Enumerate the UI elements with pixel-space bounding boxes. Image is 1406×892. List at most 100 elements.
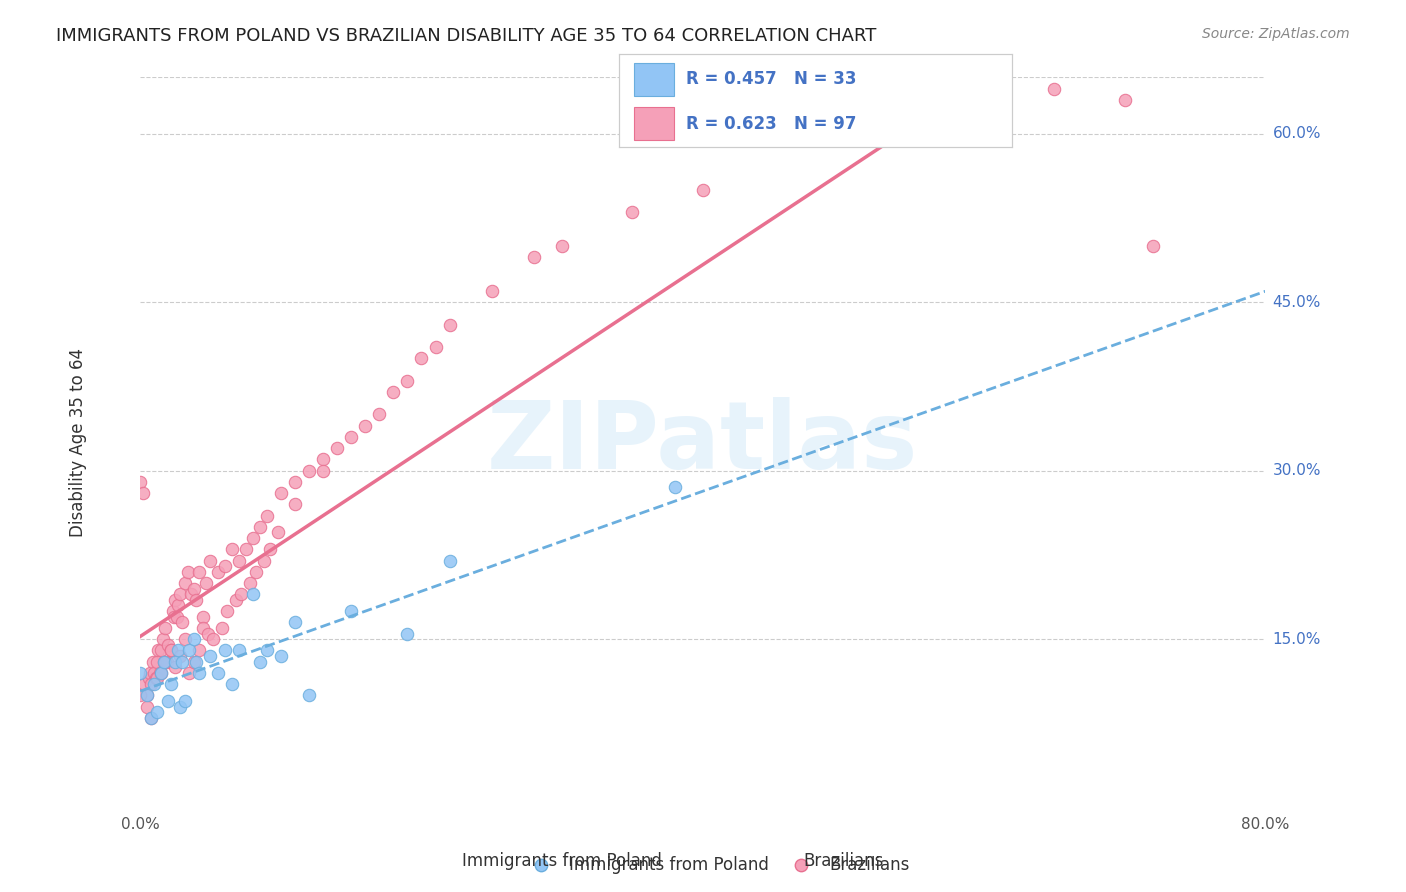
Point bbox=[143, 665, 166, 680]
Point bbox=[129, 475, 152, 489]
Point bbox=[284, 475, 307, 489]
Point bbox=[150, 665, 173, 680]
Point bbox=[186, 655, 208, 669]
Point bbox=[1114, 93, 1136, 107]
Point bbox=[256, 643, 278, 657]
Point bbox=[259, 542, 281, 557]
FancyBboxPatch shape bbox=[634, 62, 673, 95]
Point bbox=[138, 672, 160, 686]
Point bbox=[145, 672, 167, 686]
Text: Brazilians: Brazilians bbox=[803, 852, 884, 870]
Point bbox=[160, 643, 183, 657]
Point bbox=[193, 609, 215, 624]
Point bbox=[146, 655, 169, 669]
Point bbox=[214, 559, 236, 574]
Point bbox=[155, 621, 177, 635]
Point bbox=[217, 604, 239, 618]
Point bbox=[312, 452, 335, 467]
Point bbox=[179, 665, 201, 680]
Point bbox=[221, 542, 243, 557]
Point bbox=[136, 699, 159, 714]
Point bbox=[253, 553, 276, 567]
Point bbox=[340, 604, 363, 618]
Point bbox=[523, 250, 546, 264]
Point bbox=[200, 553, 222, 567]
Text: IMMIGRANTS FROM POLAND VS BRAZILIAN DISABILITY AGE 35 TO 64 CORRELATION CHART: IMMIGRANTS FROM POLAND VS BRAZILIAN DISA… bbox=[56, 27, 876, 45]
Point bbox=[148, 643, 170, 657]
Point bbox=[692, 183, 714, 197]
Point bbox=[228, 553, 250, 567]
Point bbox=[228, 643, 250, 657]
Point bbox=[221, 677, 243, 691]
Point bbox=[832, 127, 855, 141]
Point bbox=[239, 576, 262, 591]
Point bbox=[298, 464, 321, 478]
Point bbox=[165, 660, 187, 674]
Point bbox=[270, 486, 292, 500]
Point bbox=[174, 632, 197, 647]
Point bbox=[425, 340, 447, 354]
Point bbox=[621, 205, 644, 219]
Point bbox=[664, 481, 686, 495]
Point bbox=[157, 694, 180, 708]
Point bbox=[150, 643, 173, 657]
Point bbox=[129, 665, 152, 680]
Point bbox=[163, 609, 186, 624]
Point bbox=[245, 565, 267, 579]
Point bbox=[903, 104, 925, 119]
Point bbox=[141, 677, 163, 691]
Point bbox=[183, 655, 205, 669]
Point bbox=[973, 93, 995, 107]
Point bbox=[195, 576, 218, 591]
Point bbox=[207, 565, 229, 579]
Point bbox=[142, 655, 165, 669]
Point bbox=[1043, 81, 1066, 95]
Point bbox=[143, 677, 166, 691]
Text: Disability Age 35 to 64: Disability Age 35 to 64 bbox=[69, 348, 87, 537]
Point bbox=[139, 665, 162, 680]
Point bbox=[326, 441, 349, 455]
Point bbox=[152, 632, 174, 647]
Point bbox=[156, 655, 179, 669]
Point bbox=[270, 648, 292, 663]
Point bbox=[249, 520, 271, 534]
Point bbox=[235, 542, 257, 557]
FancyBboxPatch shape bbox=[634, 107, 673, 140]
Text: R = 0.623   N = 97: R = 0.623 N = 97 bbox=[686, 115, 856, 133]
Point bbox=[169, 699, 191, 714]
Point bbox=[141, 711, 163, 725]
Point bbox=[411, 351, 433, 366]
Point bbox=[188, 565, 211, 579]
Text: 15.0%: 15.0% bbox=[1272, 632, 1320, 647]
Point bbox=[193, 621, 215, 635]
Text: R = 0.457   N = 33: R = 0.457 N = 33 bbox=[686, 70, 856, 87]
Point bbox=[284, 615, 307, 630]
Point bbox=[136, 689, 159, 703]
Point bbox=[132, 486, 155, 500]
Point bbox=[180, 587, 202, 601]
Point bbox=[150, 665, 173, 680]
Point bbox=[153, 655, 176, 669]
Point bbox=[136, 689, 159, 703]
Point bbox=[249, 655, 271, 669]
Point bbox=[231, 587, 253, 601]
Point bbox=[267, 525, 290, 540]
Point bbox=[141, 711, 163, 725]
Point bbox=[368, 408, 391, 422]
Point bbox=[211, 621, 233, 635]
Point bbox=[312, 464, 335, 478]
Point bbox=[225, 592, 247, 607]
Point bbox=[202, 632, 225, 647]
Point bbox=[207, 665, 229, 680]
Point bbox=[172, 655, 194, 669]
Point bbox=[155, 655, 177, 669]
Point bbox=[149, 665, 172, 680]
Point bbox=[242, 587, 264, 601]
Point bbox=[172, 615, 194, 630]
Point bbox=[129, 689, 152, 703]
Point bbox=[396, 626, 419, 640]
Point bbox=[177, 565, 200, 579]
Text: 30.0%: 30.0% bbox=[1272, 463, 1320, 478]
Point bbox=[382, 384, 405, 399]
Point bbox=[200, 648, 222, 663]
